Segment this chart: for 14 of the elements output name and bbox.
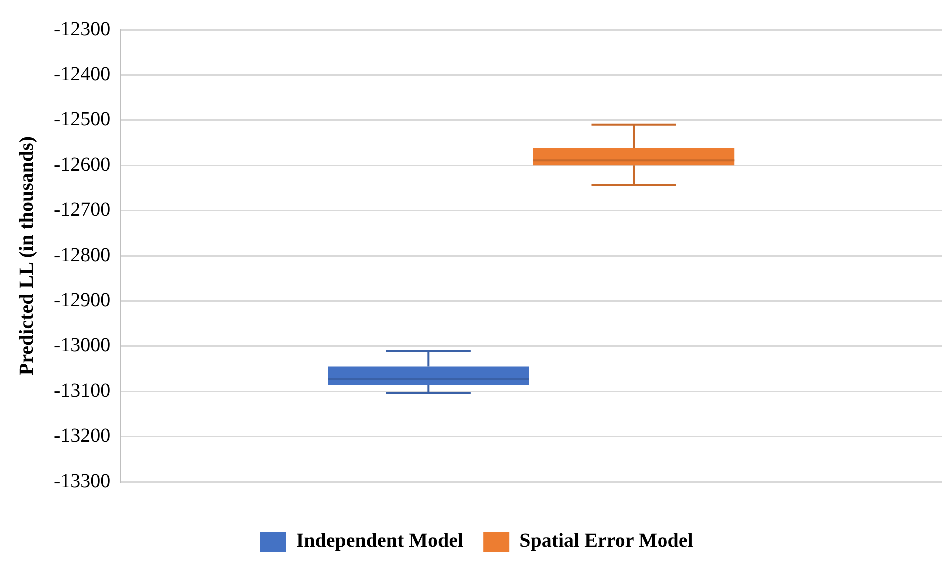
legend-label: Independent Model [296, 530, 464, 552]
y-tick-label: -12800 [54, 244, 111, 266]
y-tick-label: -13100 [54, 380, 111, 402]
y-tick-label: -13300 [54, 470, 111, 492]
y-tick-label: -12600 [54, 154, 111, 176]
legend-label: Spatial Error Model [520, 530, 694, 552]
y-tick-label: -12400 [54, 63, 111, 86]
y-tick-label: -12500 [54, 108, 111, 131]
y-tick-label: -12900 [54, 289, 111, 312]
y-axis-title: Predicted LL (in thousands) [16, 136, 38, 376]
y-tick-label: -13000 [54, 334, 111, 357]
y-tick-label: -13200 [54, 425, 111, 448]
y-tick-label: -12700 [54, 199, 111, 222]
y-tick-label: -12300 [54, 18, 111, 40]
